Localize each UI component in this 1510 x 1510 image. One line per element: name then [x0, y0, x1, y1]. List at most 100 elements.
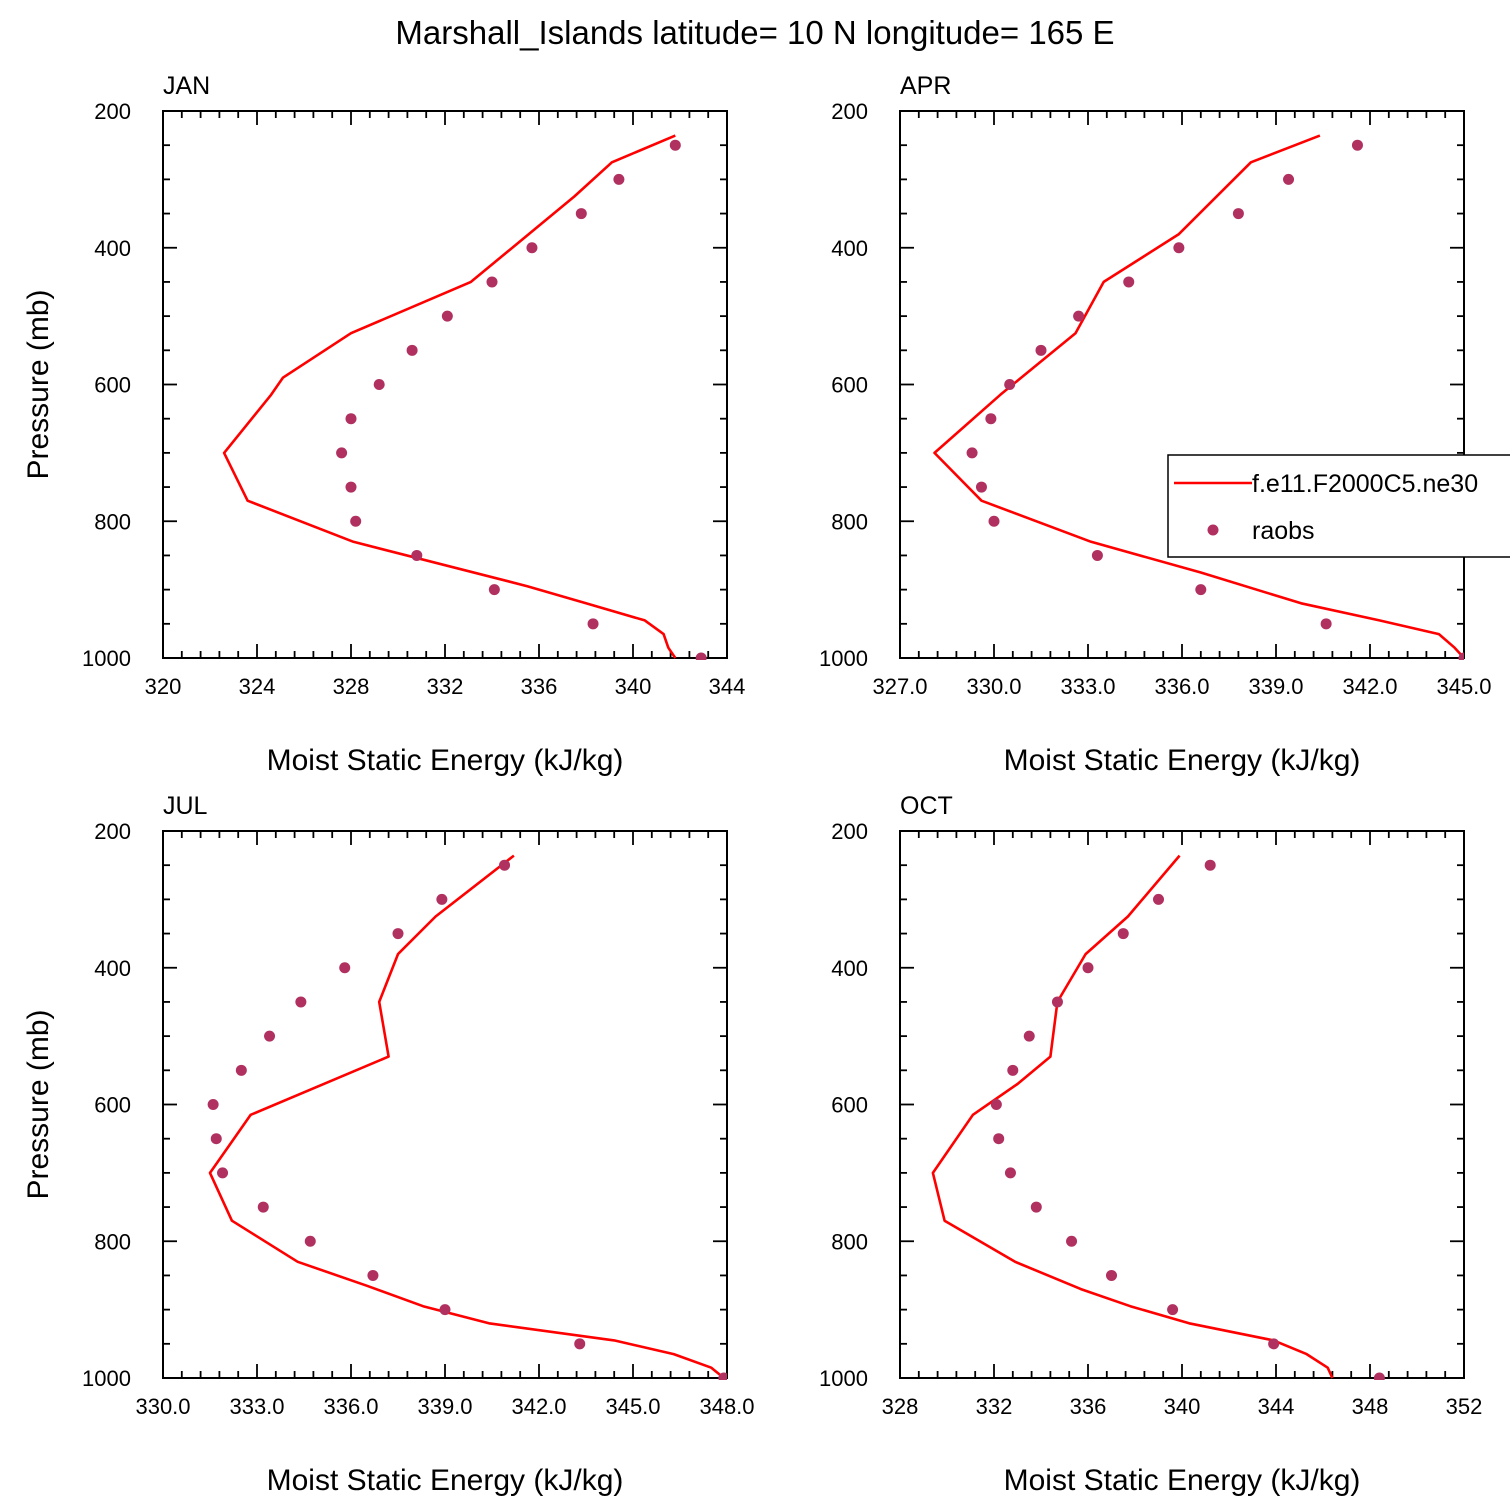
x-tick-label: 324	[239, 674, 276, 699]
y-tick-label: 1000	[819, 1366, 868, 1391]
raobs-point	[336, 447, 348, 459]
raobs-point	[988, 515, 1000, 527]
panel-jan: 320 324 328 332 336 340 344 200 400 600 800 1000 JAN…	[22, 72, 745, 777]
series-line-model	[933, 134, 1464, 659]
x-tick-label: 345.0	[605, 1394, 660, 1419]
raobs-point	[373, 379, 385, 390]
y-tick-label: 200	[94, 819, 131, 844]
y-tick-label: 800	[94, 1229, 131, 1254]
data-layer	[933, 134, 1464, 660]
raobs-point	[993, 1133, 1005, 1145]
x-tick-label: 344	[1258, 1394, 1295, 1419]
raobs-point	[1051, 996, 1063, 1008]
x-tick-label: 348.0	[699, 1394, 754, 1419]
raobs-point	[304, 1235, 316, 1247]
y-tick-label: 800	[831, 1229, 868, 1254]
panel-oct: 328 332 336 340 344 348 352 200 400 600 800 1000 OCT…	[819, 792, 1482, 1497]
series-line-model	[208, 854, 725, 1380]
legend: f.e11.F2000C5.ne30 raobs	[1167, 454, 1510, 558]
raobs-point	[1004, 1167, 1016, 1179]
raobs-point	[613, 173, 625, 185]
x-axis-title: Moist Static Energy (kJ/kg)	[1004, 1464, 1361, 1497]
raobs-point	[526, 242, 538, 254]
y-tick-label: 1000	[82, 646, 131, 671]
raobs-point	[669, 139, 681, 151]
panel-apr: 327.0 330.0 333.0 336.0 339.0 342.0 345.0 200 40…	[819, 72, 1491, 777]
x-axis-title: Moist Static Energy (kJ/kg)	[267, 744, 624, 777]
raobs-point	[695, 652, 707, 660]
raobs-point	[210, 1133, 222, 1145]
raobs-point	[350, 515, 362, 527]
raobs-point	[1351, 139, 1363, 151]
raobs-point	[1082, 962, 1094, 974]
legend-box	[1167, 454, 1510, 558]
x-tick-label: 336	[1070, 1394, 1107, 1419]
raobs-point	[1091, 549, 1103, 561]
panel-title: JUL	[163, 792, 208, 820]
x-axis-title: Moist Static Energy (kJ/kg)	[267, 1464, 624, 1497]
raobs-point	[975, 481, 987, 493]
x-tick-label: 330.0	[135, 1394, 190, 1419]
raobs-point	[1173, 242, 1185, 254]
raobs-point	[488, 584, 500, 596]
raobs-point	[1073, 310, 1085, 322]
y-tick-label: 800	[831, 509, 868, 534]
x-tick-label: 336.0	[1154, 674, 1209, 699]
panel-title: OCT	[900, 792, 953, 820]
raobs-point	[1268, 1338, 1280, 1350]
y-tick-label: 400	[831, 236, 868, 261]
raobs-point	[1035, 344, 1047, 356]
raobs-point	[985, 413, 997, 425]
raobs-point	[499, 859, 511, 871]
x-tick-label: 328	[333, 674, 370, 699]
panel-title: APR	[900, 72, 951, 100]
x-tick-label: 352	[1446, 1394, 1483, 1419]
x-tick-label: 333.0	[1060, 674, 1115, 699]
x-axis-title: Moist Static Energy (kJ/kg)	[1004, 744, 1361, 777]
panel-jul: 330.0 333.0 336.0 339.0 342.0 345.0 348.0 200 40…	[22, 792, 755, 1497]
x-tick-label: 340	[615, 674, 652, 699]
raobs-point	[1066, 1235, 1078, 1247]
x-tick-label: 340	[1164, 1394, 1201, 1419]
raobs-point	[1204, 859, 1216, 871]
x-tick-label: 333.0	[229, 1394, 284, 1419]
raobs-point	[1232, 208, 1244, 220]
x-tick-label: 342.0	[511, 1394, 566, 1419]
y-tick-label: 1000	[82, 1366, 131, 1391]
raobs-point	[575, 208, 587, 220]
x-tick-label: 339.0	[1248, 674, 1303, 699]
legend-label-model: f.e11.F2000C5.ne30	[1252, 470, 1478, 498]
x-tick-label: 344	[709, 674, 746, 699]
panels: 320 324 328 332 336 340 344 200 400 600 800 1000 JAN…	[22, 72, 1492, 1497]
raobs-point	[966, 447, 978, 459]
raobs-point	[257, 1201, 269, 1213]
y-tick-label: 400	[94, 956, 131, 981]
y-tick-label: 200	[831, 99, 868, 124]
y-tick-label: 1000	[819, 646, 868, 671]
data-layer	[207, 854, 727, 1380]
y-tick-label: 600	[94, 1093, 131, 1118]
x-tick-label: 320	[145, 674, 182, 699]
y-tick-label: 600	[831, 373, 868, 398]
plot-frame	[899, 830, 1465, 1379]
legend-dot-marker	[1207, 524, 1219, 536]
x-tick-label: 336	[521, 674, 558, 699]
y-tick-label: 400	[94, 236, 131, 261]
raobs-point	[1117, 928, 1129, 940]
raobs-point	[295, 996, 307, 1008]
raobs-point	[718, 1372, 727, 1380]
y-axis-title: Pressure (mb)	[22, 289, 55, 479]
y-tick-label: 800	[94, 509, 131, 534]
data-layer	[931, 854, 1385, 1380]
raobs-point	[574, 1338, 586, 1350]
raobs-point	[1320, 618, 1332, 630]
x-tick-label: 330.0	[966, 674, 1021, 699]
raobs-point	[990, 1099, 1002, 1110]
series-line-model	[931, 854, 1334, 1379]
x-tick-label: 342.0	[1342, 674, 1397, 699]
data-layer	[222, 134, 707, 660]
raobs-point	[1123, 276, 1135, 288]
raobs-point	[367, 1269, 379, 1281]
panel-title: JAN	[163, 72, 210, 100]
